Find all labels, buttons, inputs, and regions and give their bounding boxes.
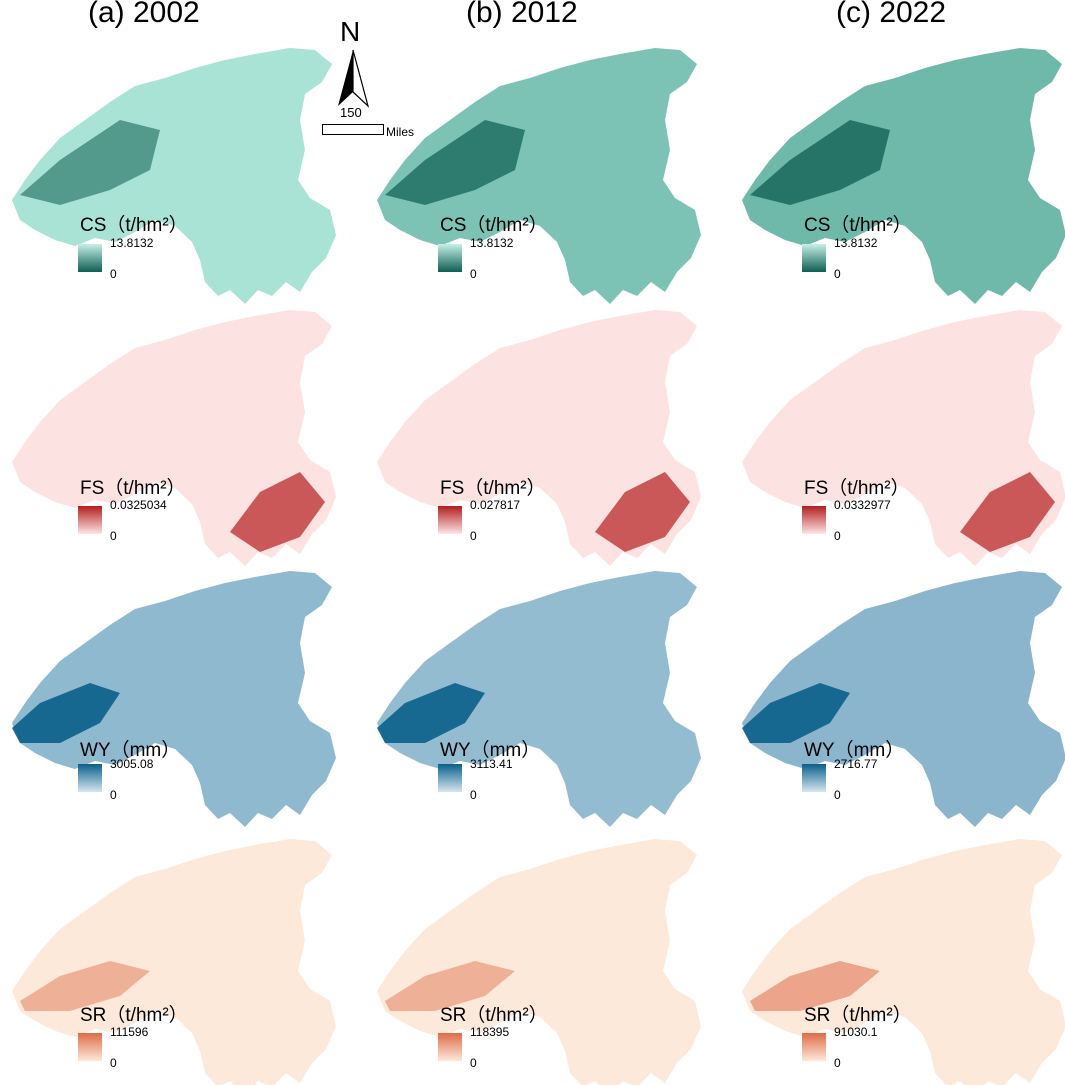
- map-hotspot-cs-2022: [750, 120, 890, 205]
- legend-title-cs-2002: CS（t/hm²）: [80, 215, 188, 236]
- scale-value: 150: [340, 105, 362, 120]
- map-region-sr-2022: [742, 839, 1065, 1085]
- legend-min-sr-2022: 0: [834, 1056, 841, 1070]
- map-hotspot-sr-2002: [20, 961, 150, 1011]
- map-hotspot-wy-2022: [742, 683, 850, 743]
- legend-bar-cs-2012: [438, 244, 462, 272]
- map-hotspot-fs-2002: [230, 472, 325, 552]
- legend-bar-sr-2012: [438, 1033, 462, 1061]
- legend-bar-sr-2022: [802, 1033, 826, 1061]
- legend-max-sr-2002: 111596: [110, 1025, 149, 1039]
- legend-bar-wy-2002: [78, 764, 102, 792]
- map-region-cs-2012: [377, 48, 701, 304]
- map-region-cs-2022: [742, 48, 1065, 304]
- legend-title-cs-2012: CS（t/hm²）: [440, 215, 548, 236]
- legend-min-cs-2022: 0: [834, 267, 841, 281]
- map-sr-2012: [377, 839, 701, 1085]
- legend-title-fs-2002: FS（t/hm²）: [80, 478, 186, 499]
- legend-title-cs-2022: CS（t/hm²）: [804, 215, 912, 236]
- scale-bar: [322, 124, 384, 135]
- map-wy-2002: [12, 571, 336, 827]
- legend-title-fs-2012: FS（t/hm²）: [440, 478, 546, 499]
- legend-min-fs-2012: 0: [470, 529, 477, 543]
- map-fs-2012: [377, 310, 701, 566]
- map-hotspot-wy-2002: [12, 683, 120, 743]
- north-label: N: [340, 16, 361, 47]
- legend-min-fs-2002: 0: [110, 529, 117, 543]
- legend-min-fs-2022: 0: [834, 529, 841, 543]
- legend-title-sr-2002: SR（t/hm²）: [80, 1005, 188, 1026]
- map-fs-2002: [12, 310, 336, 566]
- map-region-sr-2002: [12, 839, 336, 1085]
- map-region-cs-2002: [12, 48, 336, 304]
- legend-min-cs-2012: 0: [470, 267, 477, 281]
- scale-unit: Miles: [386, 125, 415, 139]
- legend-title-sr-2012: SR（t/hm²）: [440, 1005, 548, 1026]
- map-hotspot-sr-2012: [385, 961, 515, 1011]
- map-sr-2002: [12, 839, 336, 1085]
- legend-title-fs-2022: FS（t/hm²）: [804, 478, 910, 499]
- legend-bar-cs-2002: [78, 244, 102, 272]
- map-hotspot-cs-2002: [20, 120, 160, 205]
- legend-min-sr-2012: 0: [470, 1056, 477, 1070]
- legend-bar-wy-2022: [802, 764, 826, 792]
- legend-max-wy-2002: 3005.08: [110, 757, 154, 771]
- map-cs-2002: [12, 48, 336, 304]
- map-wy-2012: [377, 571, 701, 827]
- legend-min-wy-2012: 0: [470, 788, 477, 802]
- map-region-sr-2012: [377, 839, 701, 1085]
- legend-max-sr-2022: 91030.1: [834, 1025, 878, 1039]
- column-title-2022: (c) 2022: [836, 0, 947, 29]
- map-hotspot-fs-2022: [960, 472, 1055, 552]
- legend-max-cs-2022: 13.8132: [834, 236, 878, 250]
- map-cs-2022: [742, 48, 1065, 304]
- legend-title-wy-2002: WY（mm）: [80, 740, 181, 761]
- legend-max-cs-2012: 13.8132: [470, 236, 514, 250]
- legend-title-sr-2022: SR（t/hm²）: [804, 1005, 912, 1026]
- map-region-wy-2002: [12, 571, 336, 827]
- map-hotspot-cs-2012: [385, 120, 525, 205]
- map-region-wy-2012: [377, 571, 701, 827]
- north-arrow-icon: [338, 49, 370, 108]
- legend-max-wy-2012: 3113.41: [470, 757, 513, 771]
- legend-min-sr-2002: 0: [110, 1056, 117, 1070]
- legend-bar-cs-2022: [802, 244, 826, 272]
- legend-bar-wy-2012: [438, 764, 462, 792]
- map-wy-2022: [742, 571, 1065, 827]
- legend-max-cs-2002: 13.8132: [110, 236, 154, 250]
- legend-max-sr-2012: 118395: [470, 1025, 510, 1039]
- legend-bar-fs-2022: [802, 506, 826, 534]
- legend-min-wy-2022: 0: [834, 788, 841, 802]
- legend-max-fs-2012: 0.027817: [470, 498, 521, 512]
- legend-bar-fs-2002: [78, 506, 102, 534]
- legend-bar-sr-2002: [78, 1033, 102, 1061]
- legend-max-wy-2022: 2716.77: [834, 757, 878, 771]
- column-title-2002: (a) 2002: [88, 0, 200, 29]
- legend-min-wy-2002: 0: [110, 788, 117, 802]
- legend-max-fs-2022: 0.0332977: [834, 498, 891, 512]
- legend-max-fs-2002: 0.0325034: [110, 498, 167, 512]
- legend-title-wy-2012: WY（mm）: [440, 740, 541, 761]
- map-fs-2022: [742, 310, 1065, 566]
- map-sr-2022: [742, 839, 1065, 1085]
- legend-title-wy-2022: WY（mm）: [804, 740, 905, 761]
- map-cs-2012: [377, 48, 701, 304]
- column-title-2012: (b) 2012: [466, 0, 578, 29]
- map-hotspot-wy-2012: [377, 683, 485, 743]
- map-hotspot-fs-2012: [595, 472, 690, 552]
- map-hotspot-sr-2022: [750, 961, 880, 1011]
- legend-min-cs-2002: 0: [110, 267, 117, 281]
- map-region-wy-2022: [742, 571, 1065, 827]
- legend-bar-fs-2012: [438, 506, 462, 534]
